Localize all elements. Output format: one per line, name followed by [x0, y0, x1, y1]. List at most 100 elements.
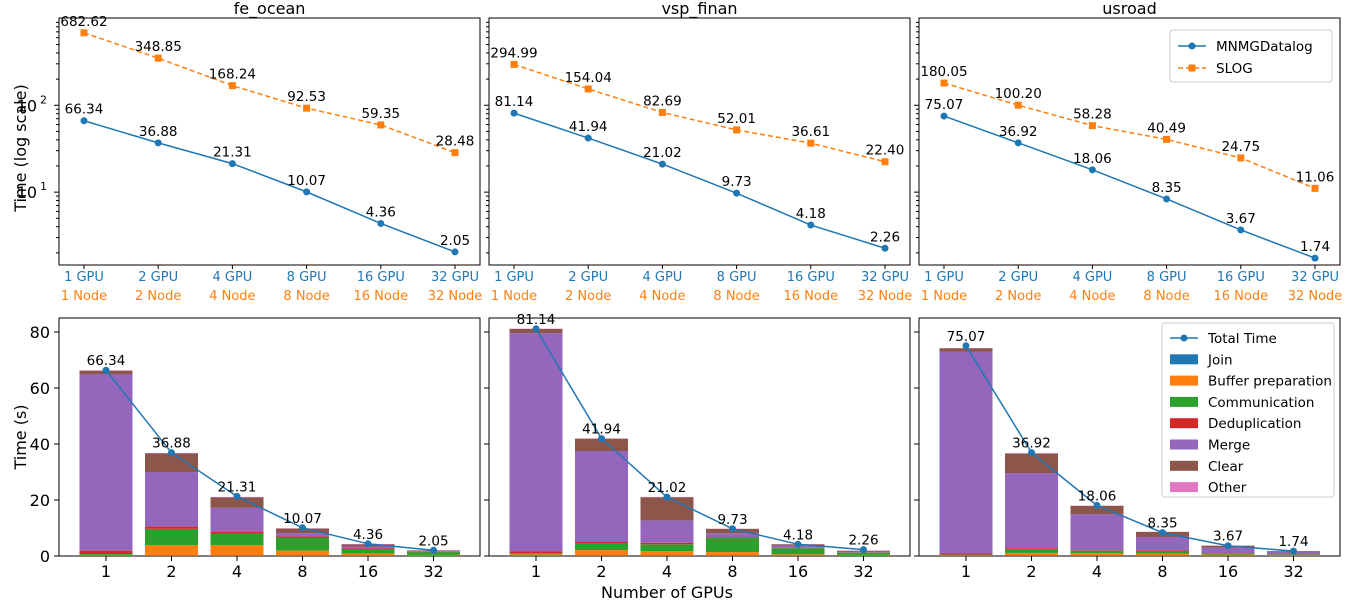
bar-segment-buffer [1070, 553, 1124, 556]
bar-segment-merge [276, 533, 329, 537]
total-time-label: 2.05 [418, 533, 448, 549]
total-time-label: 66.34 [87, 353, 126, 369]
legend-swatch-communication [1170, 396, 1198, 407]
data-label: 2.05 [440, 233, 470, 249]
data-label: 75.07 [925, 97, 964, 113]
point-marker-mnmg [1014, 139, 1022, 147]
bar-segment-buffer [640, 551, 694, 556]
legend-marker-slog [1188, 64, 1196, 72]
bar-segment-buffer [145, 545, 198, 556]
bar-segment-merge [509, 333, 563, 552]
data-label: 4.18 [796, 206, 826, 222]
x-tick-label-node: 32 Node [1288, 289, 1343, 304]
data-label: 36.88 [139, 124, 178, 140]
point-marker-slog [881, 158, 889, 166]
series-line-mnmg [83, 120, 456, 253]
bar-segment-buffer [1005, 552, 1058, 556]
legend-label: Deduplication [1208, 416, 1301, 432]
x-tick-label: 2 [596, 562, 606, 581]
chart-title: vsp_finan [661, 0, 737, 19]
series-line-slog [513, 63, 886, 163]
bar-segment-merge [79, 374, 133, 551]
legend-label: Clear [1208, 459, 1244, 475]
bar-segment-communication [1201, 553, 1255, 555]
data-label: 10.07 [287, 173, 326, 189]
x-tick-label-node: 32 Node [428, 289, 483, 304]
bar-segment-communication [640, 544, 694, 552]
total-time-label: 21.31 [218, 479, 257, 495]
bar-segment-communication [210, 533, 264, 546]
bar-segment-buffer [939, 555, 993, 556]
bar-segment-dedup [341, 548, 395, 549]
bar-segment-clear [1070, 505, 1124, 515]
total-time-label: 2.26 [848, 533, 878, 549]
x-axis-label: Number of GPUs [601, 583, 733, 602]
total-time-point [102, 366, 110, 374]
point-marker-mnmg [451, 248, 459, 256]
x-tick-label-gpu: 8 GPU [1147, 270, 1187, 285]
total-time-point [598, 435, 605, 443]
x-tick-label-node: 1 Node [491, 289, 537, 304]
bar-segment-dedup [706, 537, 759, 539]
point-marker-mnmg [154, 139, 162, 147]
point-marker-mnmg [303, 188, 311, 196]
data-label: 9.73 [722, 174, 752, 190]
data-label: 52.01 [717, 111, 756, 127]
data-label: 36.92 [999, 124, 1038, 140]
bar-segment-dedup [1070, 550, 1124, 551]
legend-swatch-merge [1170, 439, 1198, 450]
bar-segment-buffer [1201, 554, 1255, 556]
bar-segment-dedup [1005, 548, 1058, 550]
x-tick-label-node: 16 Node [783, 289, 838, 304]
y-tick-label: 40 [30, 435, 50, 454]
y-tick-label-exponent: 2 [40, 93, 47, 106]
point-marker-mnmg [377, 219, 385, 227]
x-tick-label-gpu: 1 GPU [494, 270, 534, 285]
total-time-point [430, 546, 437, 554]
total-time-point [364, 540, 372, 548]
point-marker-mnmg [1088, 166, 1096, 174]
series-line-slog [943, 82, 1316, 190]
bar-segment-merge [575, 451, 628, 542]
point-marker-slog [228, 82, 236, 90]
bar-segment-clear [1005, 453, 1058, 474]
x-tick-label-gpu: 4 GPU [1072, 270, 1112, 285]
data-label: 28.48 [436, 134, 475, 150]
bar-segment-communication [1136, 550, 1189, 554]
x-tick-label-gpu: 4 GPU [212, 270, 252, 285]
x-tick-label-gpu: 2 GPU [998, 270, 1038, 285]
bar-segment-dedup [640, 542, 694, 545]
total-time-point [299, 524, 306, 532]
total-time-point [860, 546, 867, 554]
point-marker-mnmg [1311, 254, 1319, 262]
bar-segment-communication [276, 537, 329, 551]
data-label: 2.26 [870, 229, 900, 245]
bar-segment-communication [1005, 549, 1058, 553]
bar-segment-buffer [210, 545, 264, 556]
x-tick-label-node: 1 Node [61, 289, 107, 304]
bar-segment-buffer [1267, 555, 1320, 556]
x-tick-label-gpu: 2 GPU [138, 270, 178, 285]
bar-segment-merge [1201, 547, 1255, 554]
legend-swatch-join [1170, 354, 1198, 365]
series-line-mnmg [943, 115, 1316, 259]
x-tick-label: 8 [297, 562, 307, 581]
legend-swatch-other [1170, 482, 1198, 493]
point-marker-mnmg [80, 117, 88, 125]
data-label: 59.35 [361, 106, 400, 122]
point-marker-mnmg [1163, 195, 1171, 203]
x-tick-label-gpu: 1 GPU [64, 270, 104, 285]
bar-segment-merge [145, 472, 198, 527]
y-tick-label: 10 [17, 96, 37, 115]
data-label: 168.24 [209, 67, 256, 83]
x-tick-label-gpu: 32 GPU [431, 270, 479, 285]
x-tick-label-node: 8 Node [1143, 289, 1189, 304]
data-label: 66.34 [65, 102, 104, 118]
data-label: 41.94 [569, 119, 608, 135]
x-tick-label-node: 16 Node [1213, 289, 1268, 304]
bar-segment-communication [145, 528, 198, 546]
x-tick-label-gpu: 32 GPU [861, 270, 909, 285]
x-tick-label: 32 [423, 562, 443, 581]
total-time-label: 1.74 [1278, 534, 1308, 550]
